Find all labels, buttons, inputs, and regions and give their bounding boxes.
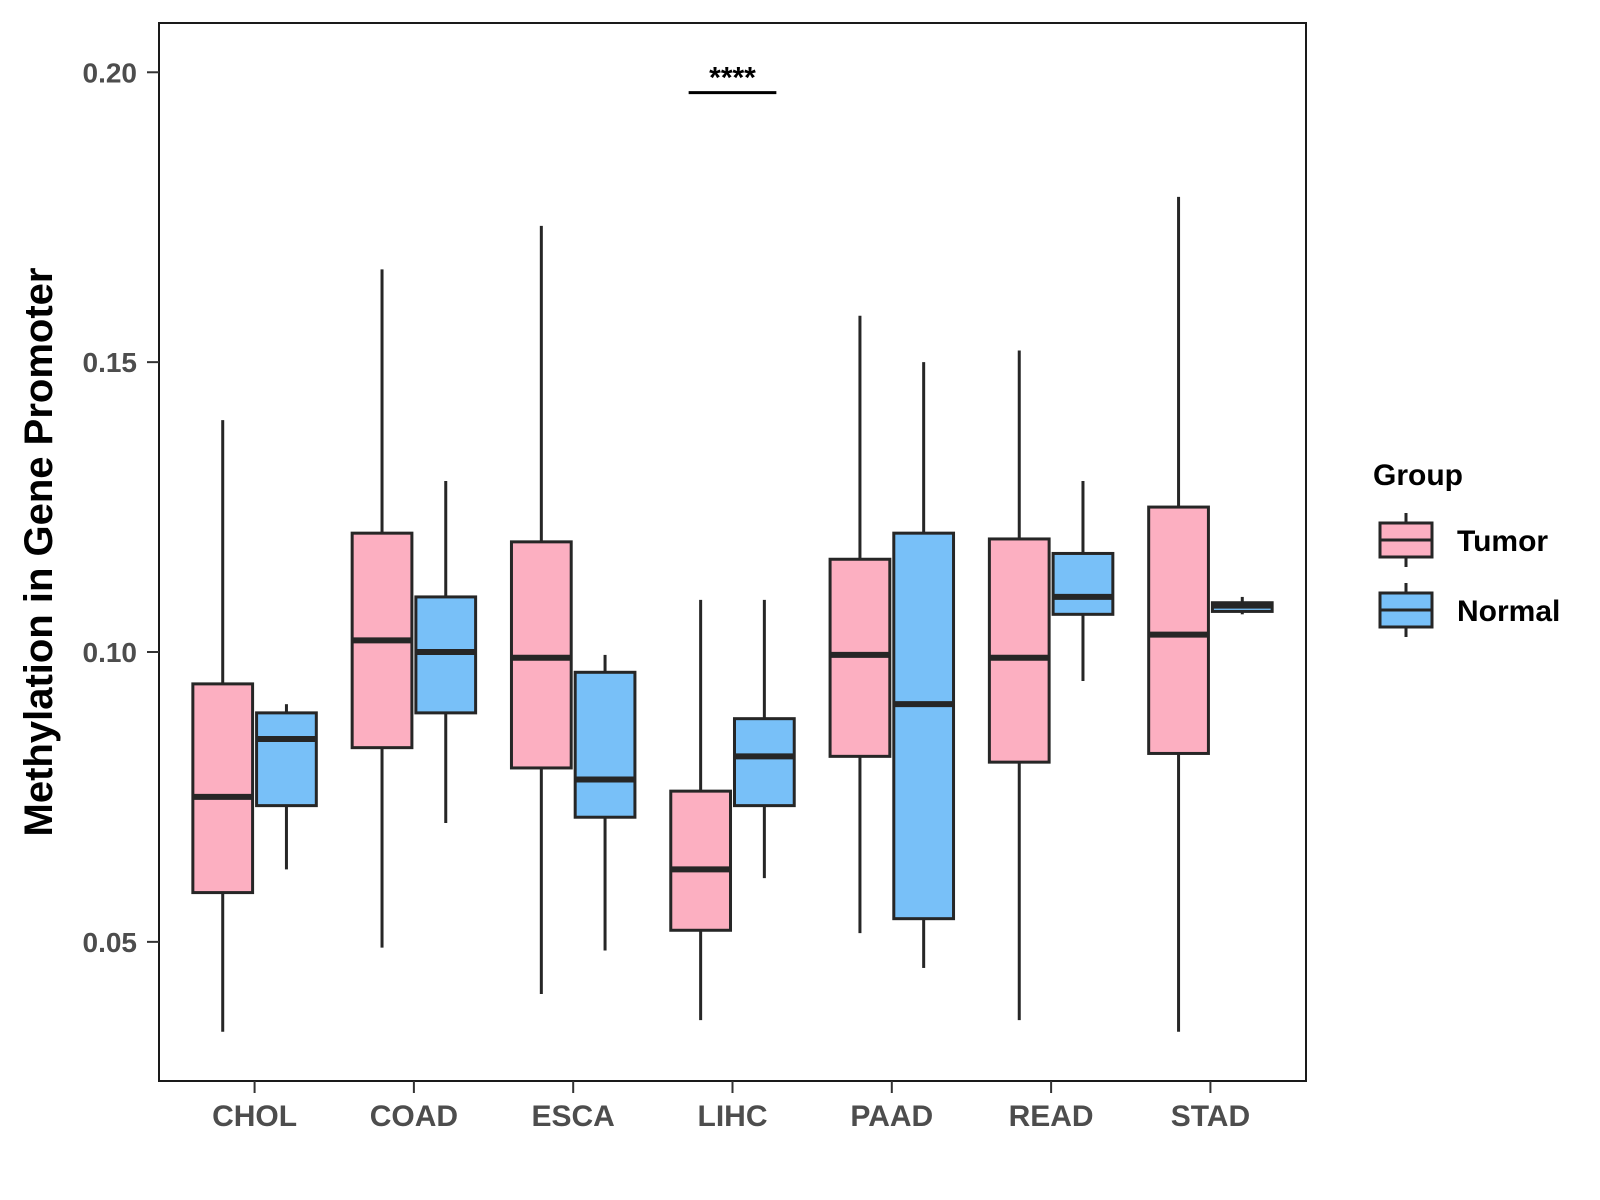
y-tick-label-2: 0.15 — [83, 347, 138, 378]
box-body-tumor-lihc — [669, 789, 733, 932]
box-tumor-coad — [350, 269, 414, 948]
legend-entry-normal: Normal — [1378, 583, 1560, 637]
legend: Group Tumor Normal — [1373, 459, 1560, 637]
box-normal-esca — [573, 654, 637, 951]
y-axis: 0.05 0.10 0.15 0.20 — [83, 57, 159, 958]
x-tick-label-esca: ESCA — [532, 1100, 615, 1133]
legend-entry-tumor: Tumor — [1378, 513, 1548, 567]
x-tick-label-read: READ — [1009, 1100, 1094, 1133]
box-body-normal-lihc — [732, 717, 796, 808]
series-tumor — [191, 196, 1210, 1032]
box-normal-paad — [892, 362, 956, 968]
x-tick-label-coad: COAD — [370, 1100, 458, 1133]
box-tumor-chol — [191, 420, 255, 1032]
box-normal-coad — [414, 480, 478, 824]
x-tick-label-paad: PAAD — [850, 1100, 933, 1133]
box-body-normal-esca — [573, 670, 637, 819]
box-body-tumor-chol — [191, 682, 255, 895]
box-tumor-esca — [509, 225, 573, 995]
box-tumor-lihc — [669, 599, 733, 1021]
y-tick-label-0: 0.05 — [83, 927, 138, 958]
y-tick-label-3: 0.20 — [83, 57, 138, 88]
series-normal — [255, 362, 1274, 968]
x-tick-label-lihc: LIHC — [698, 1100, 768, 1133]
box-body-normal-chol — [255, 711, 318, 808]
box-body-tumor-read — [987, 537, 1051, 764]
x-axis: CHOL COAD ESCA LIHC PAAD READ STAD — [212, 1081, 1250, 1133]
legend-title: Group — [1373, 459, 1463, 492]
box-normal-read — [1051, 480, 1115, 681]
box-body-normal-paad — [892, 531, 956, 921]
box-normal-lihc — [732, 599, 796, 879]
box-normal-stad — [1210, 596, 1274, 615]
x-tick-label-stad: STAD — [1171, 1100, 1250, 1133]
box-body-tumor-stad — [1147, 505, 1210, 755]
y-axis-label: Methylation in Gene Promoter — [17, 268, 61, 837]
legend-label-tumor: Tumor — [1457, 525, 1548, 558]
significance-label-0: **** — [709, 62, 756, 95]
box-tumor-stad — [1147, 196, 1210, 1032]
y-tick-label-1: 0.10 — [83, 637, 138, 668]
box-tumor-read — [987, 350, 1051, 1021]
box-body-normal-read — [1051, 551, 1115, 616]
legend-label-normal: Normal — [1457, 595, 1560, 628]
box-normal-chol — [255, 704, 318, 870]
x-tick-label-chol: CHOL — [212, 1100, 297, 1133]
plot-marks: **** — [191, 62, 1274, 1032]
box-tumor-paad — [828, 315, 892, 934]
